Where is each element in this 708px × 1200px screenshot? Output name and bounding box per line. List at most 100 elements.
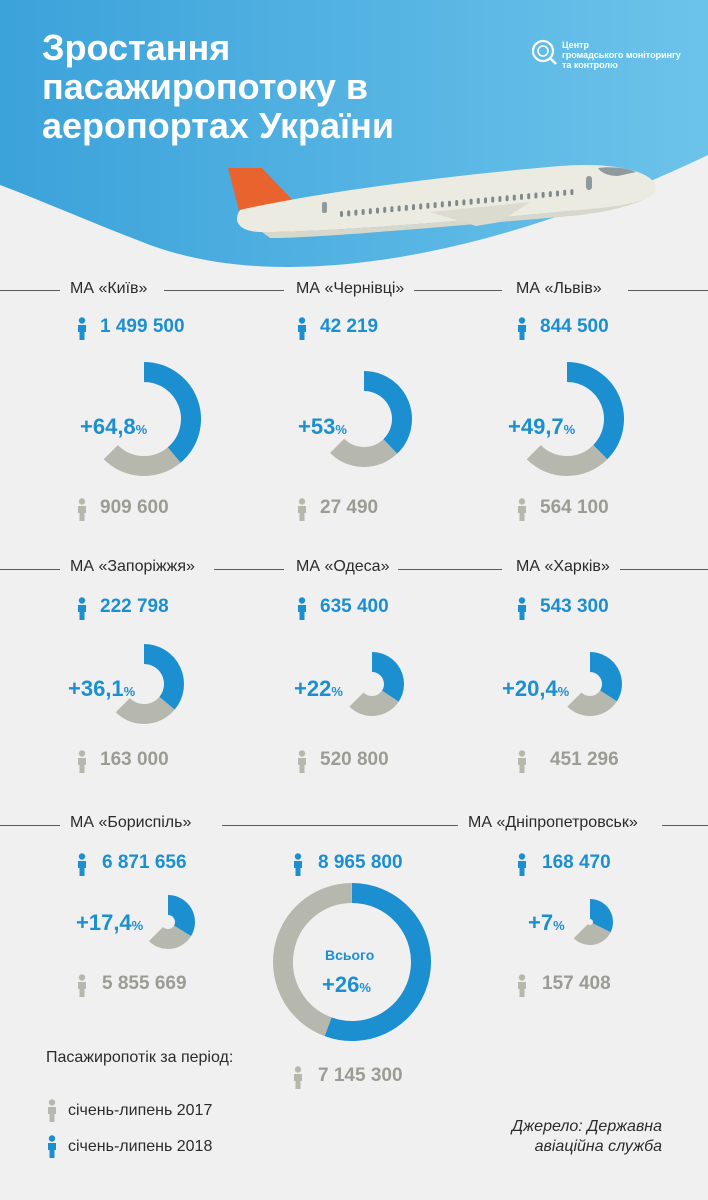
person-icon <box>518 498 526 521</box>
airplane-window <box>512 194 516 201</box>
passengers-2017: 157 408 <box>542 973 611 994</box>
airport-name: МА «Чернівці» <box>296 280 405 297</box>
airplane-window <box>419 203 423 210</box>
airplane-window <box>340 211 343 217</box>
airplane-window <box>347 210 351 217</box>
donut-arc-2018 <box>371 652 404 702</box>
passengers-2017: 5 855 669 <box>102 973 187 994</box>
divider <box>414 290 502 291</box>
airplane-door <box>322 202 327 213</box>
airplane-window <box>448 200 451 207</box>
passengers-2017: 909 600 <box>100 497 169 518</box>
airplane-window <box>368 208 372 215</box>
growth-percent: +7% <box>528 910 565 936</box>
airplane-window <box>498 195 502 202</box>
donut-arc-2017 <box>330 438 398 467</box>
airplane-window <box>455 200 459 207</box>
growth-percent: +49,7% <box>508 414 575 440</box>
percent-sign: % <box>553 918 565 933</box>
donut-arc-2017 <box>349 689 399 716</box>
person-icon <box>518 853 526 876</box>
airplane-window <box>462 199 466 206</box>
growth-percent: +64,8% <box>80 414 147 440</box>
percent-sign: % <box>359 980 371 995</box>
page-title: Зростання пасажиропотоку в аеропортах Ук… <box>42 27 395 146</box>
airplane-window <box>426 202 430 209</box>
airplane-window <box>412 204 415 211</box>
divider <box>0 290 60 291</box>
airport-name: МА «Бориспіль» <box>70 814 192 831</box>
airplane-window <box>563 189 567 196</box>
percent-sign: % <box>123 684 136 699</box>
divider <box>628 290 708 291</box>
growth-value: +22 <box>294 676 332 701</box>
airplane-window <box>354 209 358 216</box>
airplane-window <box>361 208 365 215</box>
passengers-2017: 163 000 <box>100 749 169 770</box>
growth-percent: +17,4% <box>76 910 143 936</box>
airplane-window <box>491 196 495 203</box>
airport-name: МА «Одеса» <box>296 558 390 575</box>
percent-sign: % <box>557 684 570 699</box>
growth-percent-total: +26% <box>322 972 371 998</box>
airport-name: МА «Дніпропетровськ» <box>468 814 638 831</box>
airport-name: МА «Запоріжжя» <box>70 558 195 575</box>
person-icon <box>518 974 526 997</box>
person-icon <box>78 317 86 340</box>
percent-sign: % <box>563 422 576 437</box>
airplane-windows <box>340 189 574 217</box>
growth-value: +36,1 <box>68 676 124 701</box>
passengers-2018: 222 798 <box>100 596 169 617</box>
percent-sign: % <box>131 918 144 933</box>
airplane-window <box>548 191 552 198</box>
person-icon <box>518 597 526 620</box>
person-icon <box>294 1066 302 1089</box>
passengers-2018: 168 470 <box>542 852 611 873</box>
airplane-illustration <box>228 164 656 238</box>
passengers-2018: 635 400 <box>320 596 389 617</box>
donut-arc-2017 <box>148 924 192 949</box>
airplane-window <box>556 190 559 197</box>
airplane-window <box>484 197 487 204</box>
divider <box>222 825 458 826</box>
passengers-2018: 1 499 500 <box>100 316 185 337</box>
logo-text: Центр громадського моніторингу та контро… <box>562 40 681 70</box>
divider <box>398 569 502 570</box>
growth-percent: +20,4% <box>502 676 569 702</box>
airplane-belly <box>262 192 655 238</box>
logo-text-line: та контролю <box>562 60 618 70</box>
person-icon <box>294 853 302 876</box>
airplane-wing <box>430 202 530 226</box>
airplane-window <box>570 189 574 196</box>
airplane-window <box>383 206 387 213</box>
donut-arc-2017 <box>526 444 608 476</box>
airplane-window <box>390 206 394 213</box>
airplane-window <box>520 193 523 200</box>
magnifier-icon <box>531 39 557 65</box>
airplane-window <box>505 195 509 202</box>
airplane-window <box>527 193 531 200</box>
divider <box>214 569 284 570</box>
donut-arc-2017 <box>103 444 181 476</box>
airport-name: МА «Харків» <box>516 558 610 575</box>
person-icon <box>298 498 306 521</box>
legend-label: січень-липень 2018 <box>68 1138 213 1155</box>
person-icon <box>298 750 306 773</box>
passengers-2017: 520 800 <box>320 749 389 770</box>
total-label: Всього <box>325 947 375 963</box>
divider <box>620 569 708 570</box>
passengers-2018-total: 8 965 800 <box>318 852 403 873</box>
airport-name: МА «Київ» <box>70 280 148 297</box>
airplane-window <box>541 191 545 198</box>
passengers-2017: 564 100 <box>540 497 609 518</box>
logo: Центр громадського моніторингу та контро… <box>530 38 700 70</box>
donut-arc-2018 <box>566 362 624 460</box>
growth-value: +17,4 <box>76 910 132 935</box>
person-icon <box>518 750 526 773</box>
person-icon <box>78 750 86 773</box>
